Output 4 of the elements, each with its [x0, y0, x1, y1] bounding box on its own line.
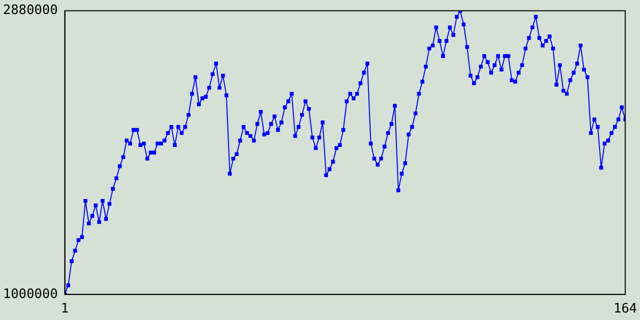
x-tick-label: 1 — [60, 302, 69, 317]
y-tick-label: 1000000 — [2, 286, 58, 302]
y-tick-label: 2880000 — [2, 3, 58, 18]
x-tick-label: 164 — [614, 302, 638, 317]
